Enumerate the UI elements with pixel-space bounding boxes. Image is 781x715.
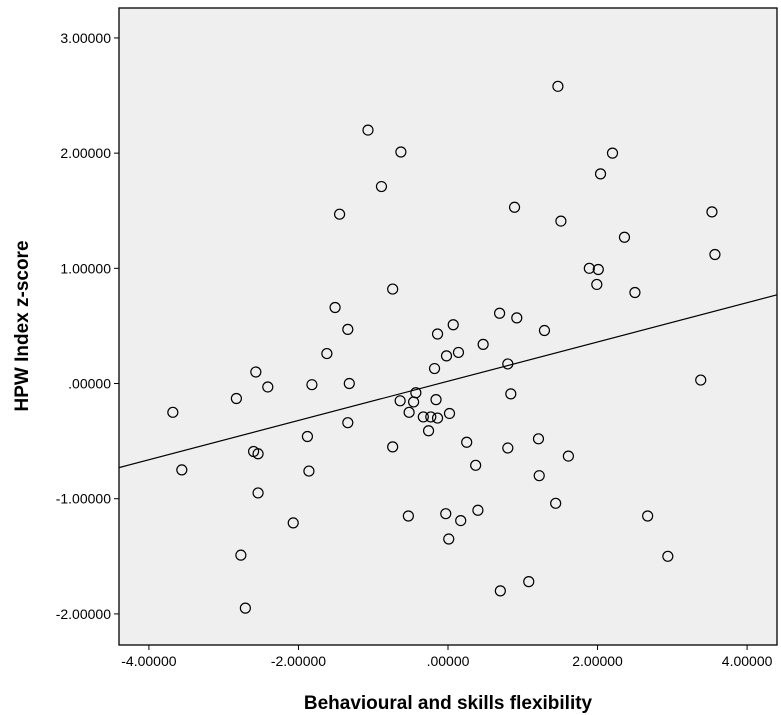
y-tick-label: 1.00000 [60,260,111,276]
data-point [523,576,535,588]
data-point [239,602,251,614]
data-point [452,346,465,359]
x-axis-ticks: -4.00000 -2.00000 .00000 2.00000 4.00000 [121,645,773,669]
x-tick-label: 2.00000 [572,653,623,669]
data-point [606,147,619,159]
data-point [470,459,482,471]
data-point [425,411,437,423]
y-tick-label: -1.00000 [56,491,111,507]
x-tick-label: .00000 [427,653,470,669]
data-point [594,168,607,180]
data-point [387,441,399,453]
data-point [508,201,521,213]
data-point [395,146,407,158]
data-point [342,323,354,335]
x-tick-label: -4.00000 [121,653,176,669]
data-point [583,262,595,274]
data-point [494,585,506,597]
data-point [662,550,674,562]
data-point [555,215,567,227]
data-point [402,510,414,522]
data-point [706,206,718,218]
data-point [532,433,545,445]
data-point [417,411,429,423]
data-point [321,347,333,360]
data-point [695,374,707,386]
data-points [167,80,721,614]
data-point [629,286,641,299]
y-tick-label: -2.00000 [56,606,111,622]
data-point [591,278,603,291]
data-point [408,396,420,408]
data-point [552,80,564,92]
data-point [505,388,517,400]
data-point [394,395,406,407]
y-tick-label: .00000 [68,376,111,392]
data-point [306,379,318,391]
data-point [342,417,354,429]
data-point [428,362,441,375]
data-point [301,430,314,443]
data-point [477,338,489,350]
data-point [262,381,274,393]
x-tick-label: 4.00000 [722,653,773,669]
data-point [252,448,264,460]
data-point [287,517,299,529]
data-point [387,283,399,295]
data-point [440,508,452,520]
data-point [502,358,514,370]
x-tick-label: -2.00000 [271,653,326,669]
data-point [431,412,444,424]
data-point [176,464,188,476]
data-point [618,231,631,243]
data-point [375,180,388,193]
data-point [562,450,574,462]
data-point [709,248,721,261]
data-point [252,487,264,499]
data-point [443,533,455,545]
data-point [550,497,562,509]
data-point [443,407,456,420]
data-point [430,394,442,406]
plot-frame [118,7,778,646]
data-point [329,301,341,314]
data-point [502,442,514,454]
data-point [362,124,374,136]
data-point [333,208,346,220]
data-point [472,504,484,516]
y-axis-title: HPW Index z-score [12,240,33,411]
data-point [343,377,355,390]
data-point [303,465,315,477]
data-point [431,328,444,340]
data-point [230,392,242,405]
y-tick-label: 3.00000 [60,30,111,46]
data-point [235,549,247,561]
y-axis-ticks: -2.00000 -1.00000 .00000 1.00000 2.00000 3.00… [56,30,119,622]
data-point [538,324,551,337]
fit-line [118,294,778,469]
data-point [167,406,179,418]
data-point [493,307,506,319]
data-point [461,436,473,448]
data-point [533,470,545,482]
y-tick-label: 2.00000 [60,145,111,161]
x-axis-title: Behavioural and skills flexibility [304,693,593,714]
data-point [642,510,654,522]
data-point [455,514,467,527]
data-point [440,350,453,362]
data-point [403,406,415,418]
data-point [250,366,262,378]
data-point [511,312,523,324]
data-point [422,425,435,437]
fit-line-group [118,294,778,469]
data-point [447,319,459,331]
data-point [592,263,604,276]
